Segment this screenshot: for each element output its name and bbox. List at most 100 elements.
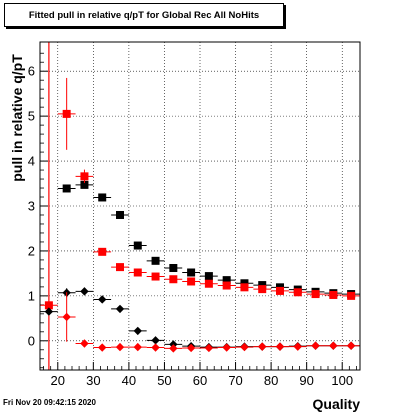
square-marker (98, 193, 107, 202)
data-point (164, 264, 183, 273)
square-marker (204, 279, 213, 288)
data-point (57, 184, 76, 193)
square-marker (258, 285, 267, 294)
data-point (146, 256, 165, 265)
data-point (342, 291, 360, 300)
grid-lines (40, 42, 360, 370)
data-point (253, 342, 272, 351)
data-point (146, 343, 165, 352)
timestamp: Fri Nov 20 09:42:15 2020 (3, 398, 96, 407)
data-point (306, 290, 325, 299)
square-marker (80, 180, 89, 189)
diamond-marker (80, 287, 89, 296)
tick-labels: 20 30 40 50 60 70 80 90 100 0 1 2 3 4 5 6 (28, 64, 353, 388)
diamond-marker (240, 342, 249, 352)
data-point (288, 288, 307, 297)
diamond-marker (133, 326, 142, 336)
diamond-marker (80, 339, 89, 348)
axis-ticks (40, 52, 357, 370)
plot-frame (39, 41, 361, 371)
data-point (217, 343, 236, 352)
diamond-marker (115, 342, 125, 352)
data-point (111, 342, 129, 352)
data-point (288, 342, 307, 351)
data-point (217, 276, 236, 285)
x-tick-label: 90 (299, 373, 313, 388)
x-tick-label: 80 (264, 373, 278, 388)
data-point (40, 307, 58, 316)
data-point (75, 180, 94, 189)
x-tick-label: 50 (157, 373, 171, 388)
data-point (75, 339, 94, 348)
square-marker (258, 281, 267, 290)
data-point (271, 342, 289, 351)
diamond-marker (258, 342, 267, 351)
square-marker (98, 247, 107, 256)
diamond-marker (151, 336, 160, 345)
data-point (128, 241, 147, 250)
square-marker (204, 272, 213, 281)
x-tick-label: 30 (86, 373, 100, 388)
diamond-marker (151, 343, 160, 352)
data-point (75, 169, 94, 184)
x-axis-label: Quality (313, 396, 361, 412)
data-point (164, 275, 183, 284)
square-marker (311, 290, 320, 299)
square-marker (116, 210, 124, 219)
diamond-marker (204, 343, 214, 353)
data-point (324, 341, 343, 350)
x-tick-label: 40 (122, 373, 136, 388)
data-point (235, 342, 254, 352)
square-marker (293, 288, 302, 297)
square-marker (151, 256, 160, 265)
square-marker (151, 272, 160, 281)
square-marker (169, 275, 178, 284)
diamond-marker (311, 341, 320, 350)
square-marker (187, 268, 196, 277)
diamond-marker (98, 295, 107, 304)
data-point (271, 286, 289, 295)
data-point (128, 342, 147, 352)
data-point (306, 341, 325, 350)
diamond-marker (115, 304, 125, 314)
square-marker (80, 172, 89, 181)
square-marker (222, 276, 231, 285)
square-marker (240, 283, 249, 292)
square-marker (133, 268, 142, 277)
data-point (342, 341, 360, 350)
data-point (111, 210, 129, 219)
y-tick-label: 3 (28, 199, 35, 214)
data-point (200, 272, 218, 281)
data-point (128, 268, 147, 277)
diamond-marker (186, 343, 196, 353)
diamond-marker (98, 343, 107, 352)
diamond-marker (44, 307, 54, 316)
x-tick-label: 20 (51, 373, 65, 388)
data-point (40, 301, 58, 310)
data-point (57, 77, 76, 150)
data-point (253, 285, 272, 294)
y-tick-label: 0 (28, 333, 35, 348)
square-marker (240, 279, 249, 288)
diamond-marker (275, 342, 285, 351)
data-point (146, 272, 165, 281)
square-marker (187, 277, 196, 286)
data-point (93, 247, 112, 256)
y-tick-label: 6 (28, 64, 35, 79)
data-point (111, 263, 129, 272)
data-point (57, 292, 76, 342)
y-tick-label: 4 (28, 154, 35, 169)
data-point (93, 193, 112, 202)
data-point (182, 268, 200, 277)
diamond-marker (222, 343, 231, 352)
square-marker (44, 301, 53, 310)
y-tick-label: 2 (28, 243, 35, 258)
y-tick-label: 5 (28, 109, 35, 124)
square-marker (169, 264, 178, 273)
chart-title: Fitted pull in relative q/pT for Global … (4, 3, 284, 27)
square-marker (347, 291, 356, 300)
diamond-marker (329, 341, 338, 350)
diamond-marker (346, 341, 356, 350)
square-marker (329, 290, 338, 299)
